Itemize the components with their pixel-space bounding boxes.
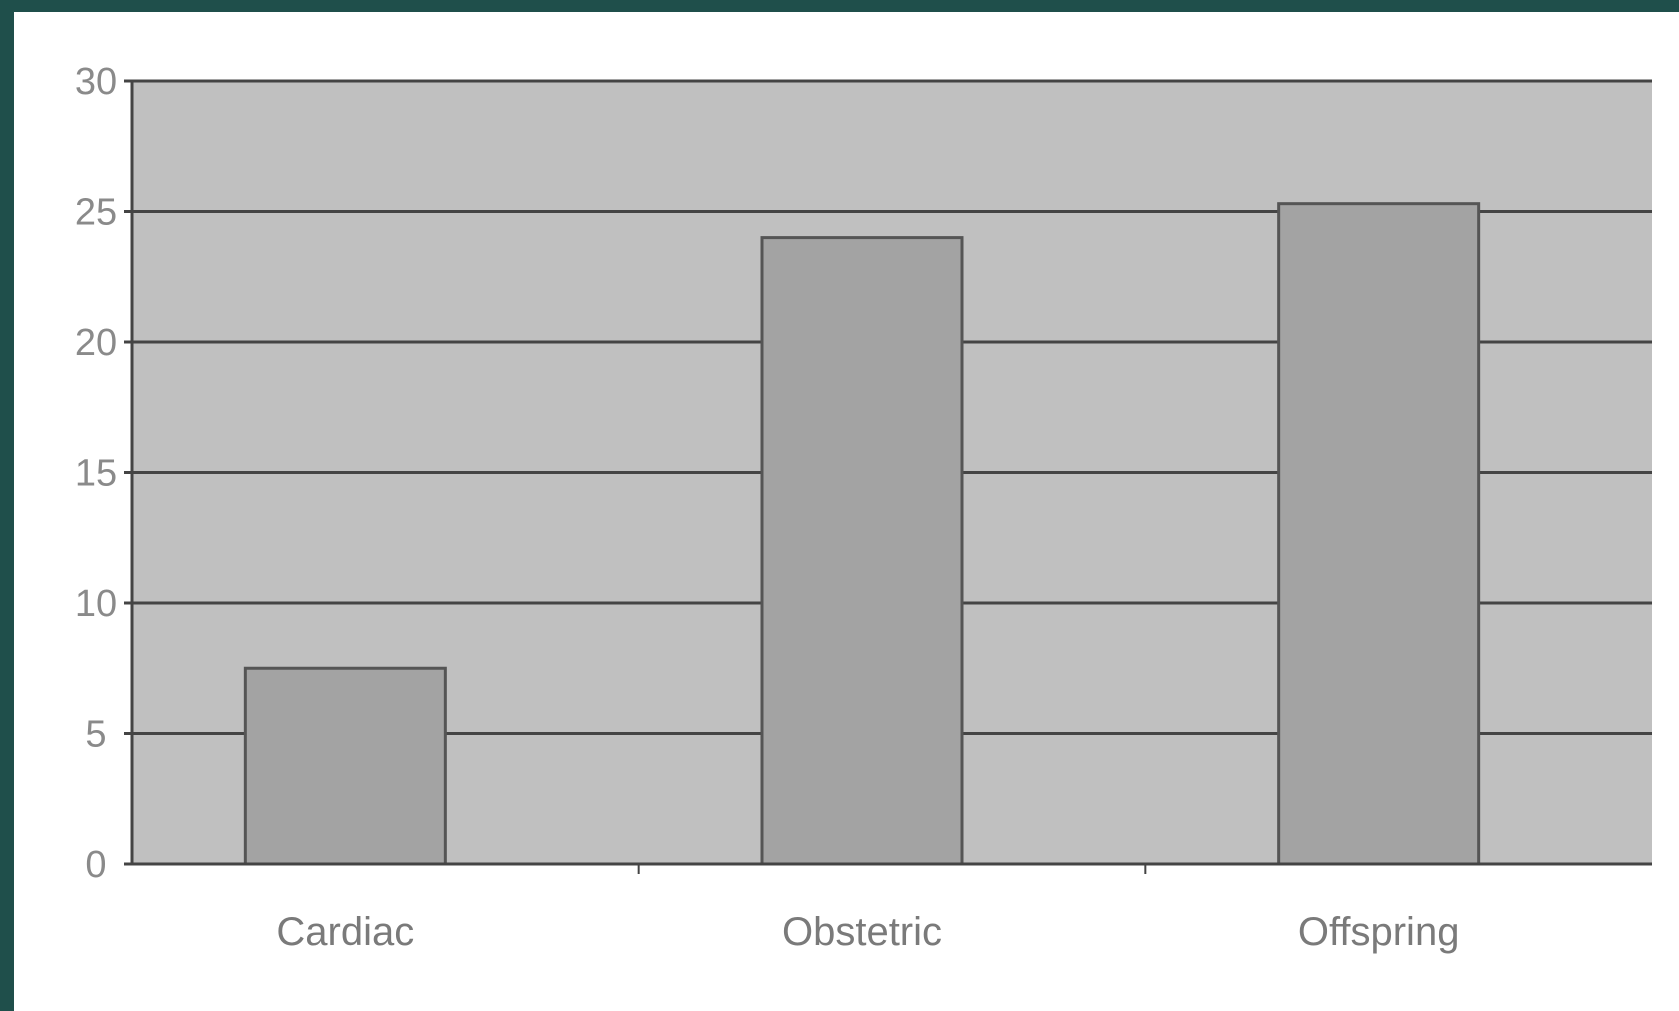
y-tick-label: 5 — [85, 714, 106, 756]
y-tick-label: 20 — [75, 322, 117, 364]
x-category-label: Offspring — [1298, 910, 1460, 954]
y-tick-label: 30 — [75, 61, 117, 103]
axes — [124, 79, 1652, 874]
y-tick-label: 0 — [85, 844, 106, 886]
y-tick-label: 10 — [75, 583, 117, 625]
y-tick-label: 15 — [75, 453, 117, 495]
bar-obstetric — [760, 236, 964, 866]
bars — [243, 202, 1481, 866]
y-tick-label: 25 — [75, 192, 117, 234]
x-category-labels: Cardiac Obstetric Offspring — [276, 910, 1459, 954]
bar-cardiac — [243, 666, 447, 866]
x-category-label: Cardiac — [276, 910, 414, 954]
x-category-label: Obstetric — [782, 910, 942, 954]
y-tick-labels: 0 5 10 15 20 25 30 — [75, 61, 117, 886]
bar-offspring — [1277, 202, 1481, 866]
